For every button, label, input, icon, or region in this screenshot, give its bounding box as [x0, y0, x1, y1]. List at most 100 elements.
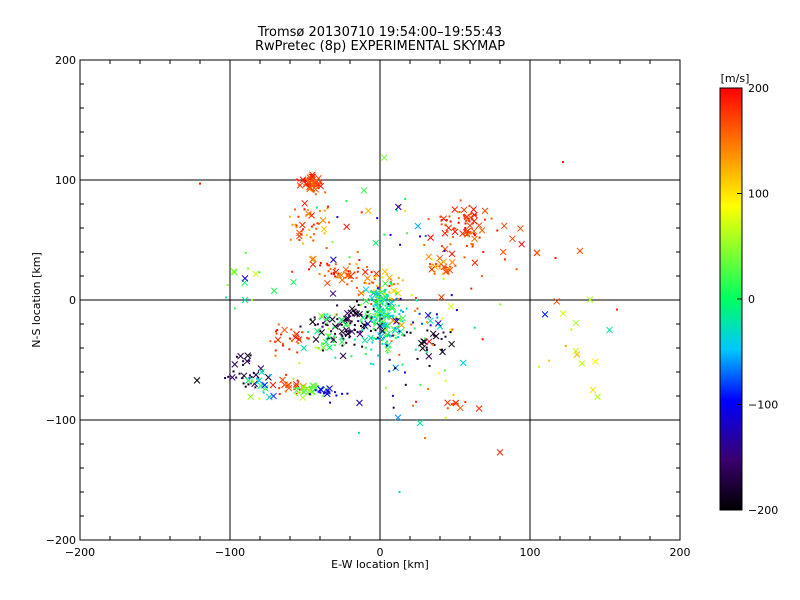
- data-point: [306, 176, 309, 179]
- data-point-cross: [193, 377, 201, 384]
- data-point: [405, 307, 408, 310]
- data-point-cross: [425, 338, 433, 345]
- data-point-cross: [300, 388, 308, 396]
- data-point-cross: [270, 392, 277, 400]
- data-point: [440, 348, 443, 351]
- data-point: [295, 392, 298, 395]
- data-point: [349, 322, 352, 325]
- data-point-cross: [348, 328, 356, 335]
- data-point: [499, 303, 502, 306]
- data-point: [375, 284, 378, 287]
- data-point-cross: [241, 275, 249, 282]
- data-point: [399, 243, 402, 246]
- data-point: [388, 358, 391, 361]
- data-point: [308, 268, 311, 271]
- data-point-cross: [594, 393, 601, 401]
- data-point: [384, 304, 387, 307]
- data-point: [373, 278, 376, 281]
- data-point: [398, 313, 401, 316]
- data-point: [288, 215, 291, 218]
- data-point: [397, 336, 400, 339]
- data-point-cross: [444, 399, 451, 407]
- data-point-cross: [462, 228, 470, 236]
- data-point: [392, 314, 395, 317]
- data-point-cross: [325, 332, 332, 340]
- data-point-cross: [364, 274, 371, 282]
- data-point: [374, 310, 377, 313]
- data-point: [458, 211, 461, 214]
- data-point: [440, 338, 443, 341]
- data-point-cross: [317, 386, 325, 394]
- data-point: [304, 387, 307, 390]
- data-point: [383, 295, 386, 298]
- data-point: [387, 315, 390, 318]
- data-point: [310, 173, 313, 176]
- data-point: [449, 328, 452, 331]
- data-point-cross: [470, 206, 477, 213]
- data-point: [364, 353, 367, 356]
- data-point: [389, 233, 392, 236]
- data-point: [364, 346, 367, 349]
- data-point-cross: [330, 256, 337, 264]
- data-point: [359, 303, 362, 306]
- data-point: [452, 394, 455, 397]
- data-point-cross: [578, 360, 586, 367]
- data-point: [380, 287, 383, 290]
- data-point-cross: [378, 311, 386, 319]
- data-point: [297, 387, 300, 390]
- data-point: [426, 321, 429, 324]
- data-point: [344, 333, 347, 336]
- data-point-cross: [326, 385, 333, 392]
- data-point: [394, 337, 397, 340]
- data-point-cross: [231, 361, 239, 368]
- data-point: [386, 295, 389, 298]
- data-point-cross: [338, 338, 346, 346]
- data-point: [338, 323, 341, 326]
- data-point-cross: [418, 339, 425, 347]
- data-point: [315, 206, 318, 209]
- data-point: [459, 199, 462, 202]
- data-point: [291, 270, 294, 273]
- data-point: [242, 360, 245, 363]
- data-point-cross: [313, 177, 320, 185]
- data-point: [538, 365, 541, 368]
- data-point-cross: [414, 222, 422, 230]
- data-point: [300, 233, 303, 236]
- data-point: [319, 391, 322, 394]
- data-point: [332, 271, 335, 274]
- data-point: [350, 355, 353, 358]
- data-point: [416, 307, 419, 310]
- data-point: [327, 221, 330, 224]
- data-point: [438, 264, 441, 267]
- data-point: [357, 320, 360, 323]
- data-point: [388, 285, 391, 288]
- data-point-cross: [329, 290, 337, 297]
- data-point: [262, 391, 265, 394]
- data-point: [328, 337, 331, 340]
- data-point: [481, 338, 484, 341]
- data-point: [327, 333, 330, 336]
- data-point: [372, 363, 375, 366]
- data-point: [503, 258, 506, 261]
- data-point: [348, 270, 351, 273]
- data-point: [290, 340, 293, 343]
- data-point: [329, 401, 332, 404]
- data-point: [334, 344, 337, 347]
- data-point: [390, 335, 393, 338]
- data-point: [394, 367, 397, 370]
- data-point: [348, 336, 351, 339]
- data-point: [345, 341, 348, 344]
- data-point: [444, 379, 447, 382]
- data-point-cross: [439, 348, 446, 356]
- data-point: [226, 284, 229, 287]
- data-point-cross: [296, 182, 304, 189]
- data-point: [463, 256, 466, 259]
- data-point: [463, 215, 466, 218]
- data-point: [314, 193, 317, 196]
- data-point-cross: [500, 222, 508, 230]
- data-point: [298, 183, 301, 186]
- data-point: [311, 183, 314, 186]
- data-point: [282, 342, 285, 345]
- data-point: [473, 326, 476, 329]
- data-point-cross: [533, 249, 541, 257]
